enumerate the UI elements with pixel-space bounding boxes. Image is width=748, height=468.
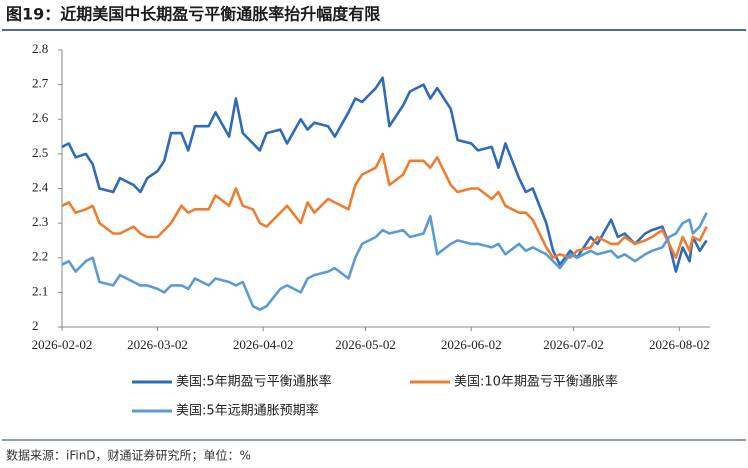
x-tick-label: 2026-08-02 [649,337,710,352]
y-tick-label: 2.5 [32,145,48,160]
y-tick-label: 2.6 [32,110,49,125]
x-tick-label: 2026-07-02 [543,337,604,352]
x-tick-label: 2026-06-02 [441,337,502,352]
legend-label: 美国:5年远期通胀预期率 [176,403,319,419]
y-tick-label: 2.7 [32,76,49,91]
y-tick-label: 2.8 [32,41,48,56]
legend-label: 美国:5年期盈亏平衡通胀率 [176,374,332,390]
y-tick-label: 2 [32,318,39,333]
x-tick-label: 2026-03-02 [127,337,188,352]
x-tick-label: 2026-05-02 [335,337,396,352]
source-note: 数据来源：iFinD，财通证券研究所；单位：% [6,448,251,463]
y-tick-label: 2.1 [32,283,48,298]
legend-label: 美国:10年期盈亏平衡通胀率 [454,374,618,390]
x-tick-label: 2026-02-02 [32,337,93,352]
x-tick-label: 2026-04-02 [233,337,294,352]
y-tick-label: 2.4 [32,179,49,194]
series-line [61,76,708,273]
series-line [61,152,708,259]
y-tick-label: 2.3 [32,214,48,229]
series-line [61,212,708,311]
y-tick-label: 2.2 [32,249,48,264]
chart-title: 图19：近期美国中长期盈亏平衡通胀率抬升幅度有限 [6,5,381,24]
